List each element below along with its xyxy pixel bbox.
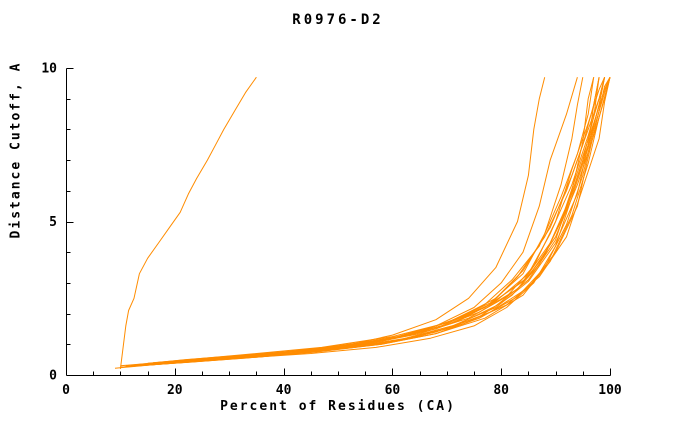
y-tick-label: 5 [49,215,57,230]
x-tick-label: 40 [276,383,292,398]
x-tick-label: 20 [167,383,183,398]
model-curve-9 [147,77,600,365]
model-curve-6 [120,77,606,368]
model-curve-10 [125,77,611,367]
y-tick-label: 10 [41,62,57,77]
model-curve-1 [119,76,257,369]
model-curve-3 [131,77,546,367]
model-curve-20 [131,76,611,367]
x-tick-label: 80 [493,383,509,398]
model-curve-2 [120,77,578,367]
tick-labels: 0 20 40 60 80 100 0 5 10 [41,62,622,399]
model-curve-11 [152,77,611,364]
model-curve-19 [136,77,611,367]
x-axis-label: Percent of Residues (CA) [220,399,456,414]
model-curve-5 [136,77,595,367]
axes [66,68,611,376]
model-curve-12 [120,77,595,368]
model-curve-8 [131,76,611,367]
y-tick-label: 0 [49,369,57,384]
model-curve-4 [125,77,600,367]
x-tick-label: 0 [62,383,70,398]
model-curve-14 [131,77,584,367]
model-curve-17 [147,77,606,364]
model-curve-16 [125,77,611,368]
y-axis-label: Distance Cutoff, A [8,61,24,239]
x-tick-label: 60 [385,383,401,398]
chart-title: R0976-D2 [292,12,384,28]
x-tick-label: 100 [598,383,622,398]
model-curve-18 [114,77,600,369]
